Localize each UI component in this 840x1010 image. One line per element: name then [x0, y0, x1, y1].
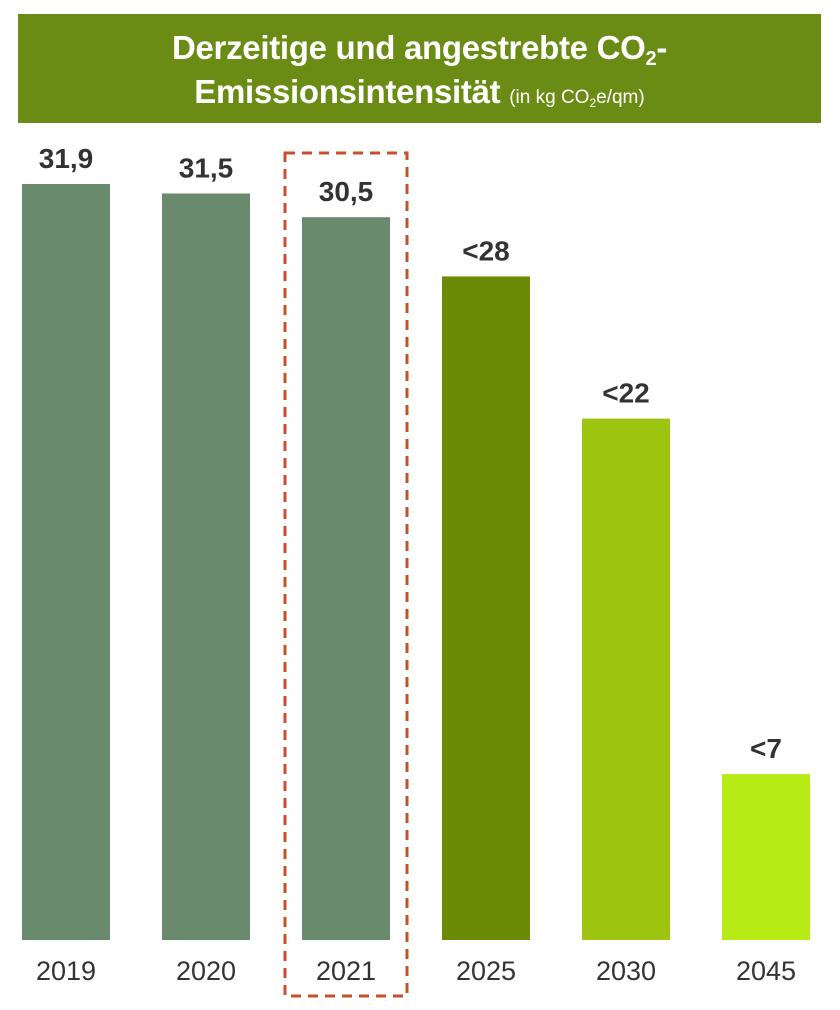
x-tick-label-2045: 2045: [736, 956, 796, 986]
bar-2021: [302, 217, 390, 940]
value-label-2045: <7: [750, 733, 782, 764]
bar-2025: [442, 276, 530, 940]
chart-title-banner: Derzeitige und angestrebte CO2- Emission…: [18, 14, 821, 123]
bar-2045: [722, 774, 810, 940]
x-tick-label-2019: 2019: [36, 956, 96, 986]
x-tick-label-2030: 2030: [596, 956, 656, 986]
x-tick-label-2021: 2021: [316, 956, 376, 986]
chart-unit-label: (in kg CO2e/qm): [509, 87, 645, 110]
value-label-2025: <28: [462, 235, 510, 266]
value-label-2021: 30,5: [319, 176, 374, 207]
value-label-2020: 31,5: [179, 152, 234, 183]
x-tick-label-2020: 2020: [176, 956, 236, 986]
value-label-2019: 31,9: [39, 143, 94, 174]
chart-title-line-2: Emissionsintensität (in kg CO2e/qm): [194, 73, 645, 110]
chart-title-line-1: Derzeitige und angestrebte CO2-: [171, 29, 668, 70]
x-tick-label-2025: 2025: [456, 956, 516, 986]
bar-2030: [582, 418, 670, 940]
bar-2020: [162, 193, 250, 941]
value-label-2030: <22: [602, 378, 650, 409]
bar-2019: [22, 184, 110, 940]
highlight-box-2021: [283, 151, 409, 998]
